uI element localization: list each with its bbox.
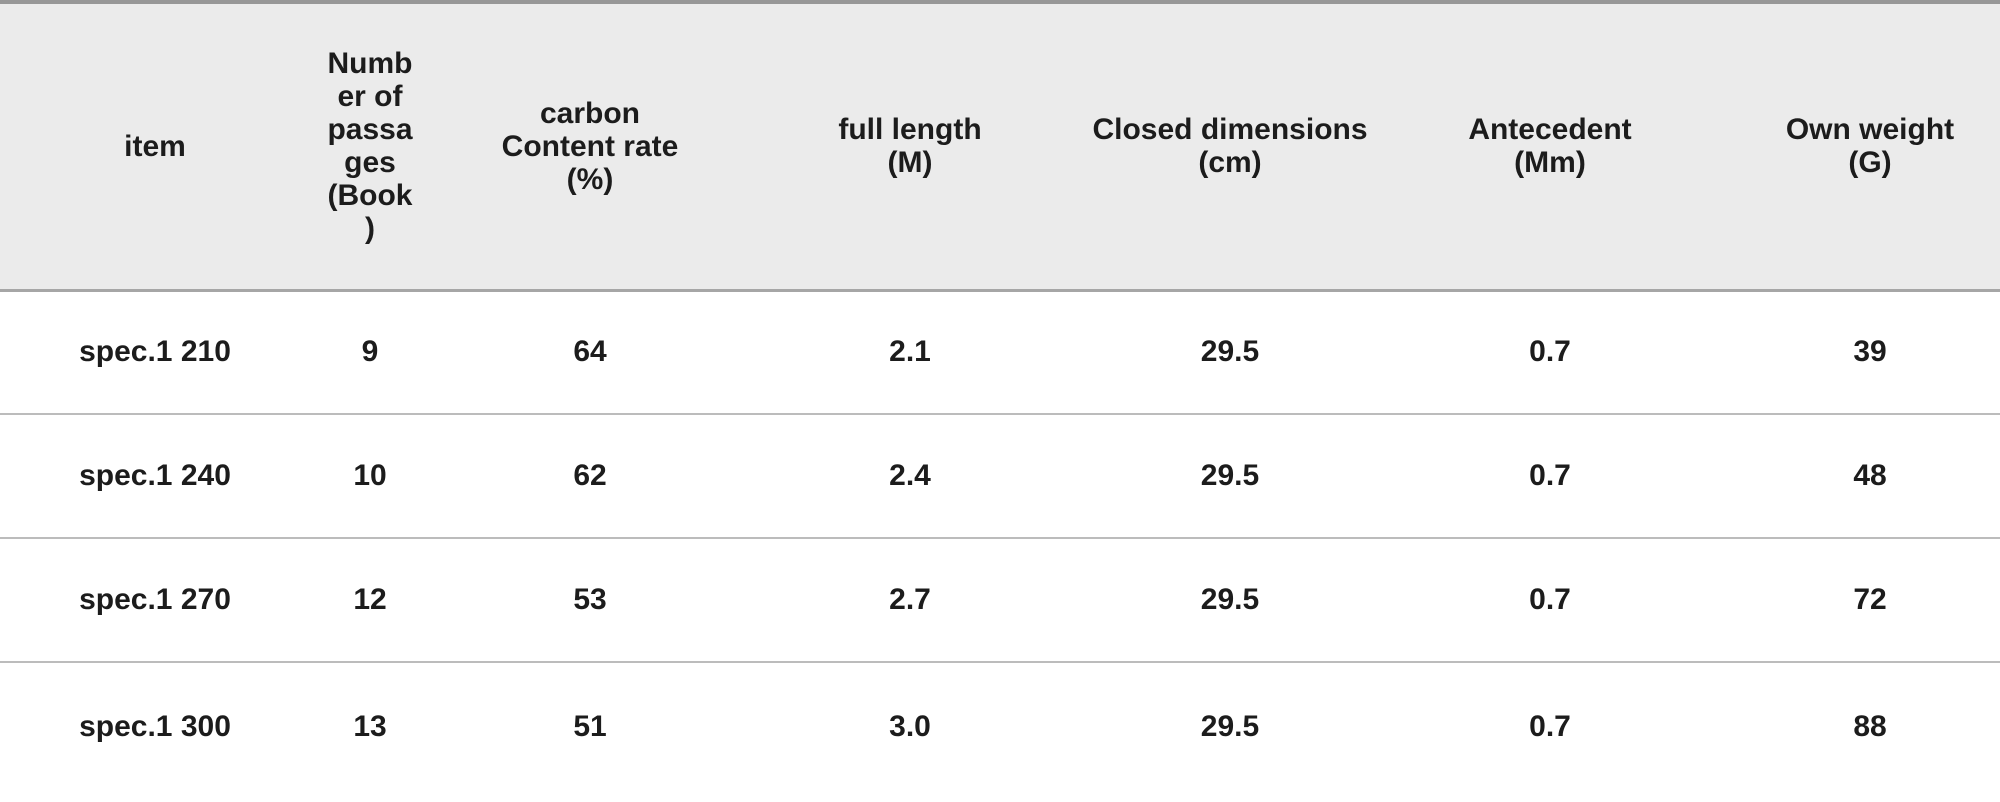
cell-number-of-passages: 10 bbox=[310, 414, 430, 539]
cell-full-length: 2.7 bbox=[750, 538, 1070, 663]
cell-item: spec.1 240 bbox=[0, 414, 310, 539]
cell-own-weight: 88 bbox=[1710, 662, 2000, 791]
cell-full-length: 2.4 bbox=[750, 414, 1070, 539]
table-body: spec.1 210 9 64 2.1 29.5 0.7 39 spec.1 2… bbox=[0, 290, 2000, 791]
cell-closed-dimensions: 29.5 bbox=[1070, 538, 1390, 663]
table-row: spec.1 270 12 53 2.7 29.5 0.7 72 bbox=[0, 538, 2000, 663]
cell-carbon-content-rate: 53 bbox=[430, 538, 750, 663]
table-row: spec.1 210 9 64 2.1 29.5 0.7 39 bbox=[0, 290, 2000, 415]
cell-own-weight: 72 bbox=[1710, 538, 2000, 663]
cell-closed-dimensions: 29.5 bbox=[1070, 662, 1390, 791]
cell-antecedent: 0.7 bbox=[1390, 662, 1710, 791]
cell-number-of-passages: 12 bbox=[310, 538, 430, 663]
cell-carbon-content-rate: 64 bbox=[430, 290, 750, 415]
cell-full-length: 2.1 bbox=[750, 290, 1070, 415]
table-row: spec.1 240 10 62 2.4 29.5 0.7 48 bbox=[0, 414, 2000, 539]
col-header-number-of-passages: Numb er of passa ges (Book ) bbox=[310, 2, 430, 292]
cell-item: spec.1 210 bbox=[0, 290, 310, 415]
table-row: spec.1 300 13 51 3.0 29.5 0.7 88 bbox=[0, 662, 2000, 791]
cell-antecedent: 0.7 bbox=[1390, 290, 1710, 415]
cell-antecedent: 0.7 bbox=[1390, 538, 1710, 663]
cell-number-of-passages: 9 bbox=[310, 290, 430, 415]
cell-own-weight: 48 bbox=[1710, 414, 2000, 539]
cell-antecedent: 0.7 bbox=[1390, 414, 1710, 539]
col-header-antecedent: Antecedent (Mm) bbox=[1390, 2, 1710, 292]
col-header-own-weight: Own weight (G) bbox=[1710, 2, 2000, 292]
cell-item: spec.1 300 bbox=[0, 662, 310, 791]
col-header-item: item bbox=[0, 2, 310, 292]
cell-closed-dimensions: 29.5 bbox=[1070, 414, 1390, 539]
col-header-full-length: full length (M) bbox=[750, 2, 1070, 292]
cell-own-weight: 39 bbox=[1710, 290, 2000, 415]
cell-number-of-passages: 13 bbox=[310, 662, 430, 791]
col-header-closed-dimensions: Closed dimensions (cm) bbox=[1070, 2, 1390, 292]
col-header-carbon-content-rate: carbon Content rate (%) bbox=[430, 2, 750, 292]
table-header: item Numb er of passa ges (Book ) carbon… bbox=[0, 2, 2000, 292]
cell-carbon-content-rate: 62 bbox=[430, 414, 750, 539]
cell-closed-dimensions: 29.5 bbox=[1070, 290, 1390, 415]
cell-carbon-content-rate: 51 bbox=[430, 662, 750, 791]
cell-item: spec.1 270 bbox=[0, 538, 310, 663]
header-row: item Numb er of passa ges (Book ) carbon… bbox=[0, 2, 2000, 292]
cell-full-length: 3.0 bbox=[750, 662, 1070, 791]
